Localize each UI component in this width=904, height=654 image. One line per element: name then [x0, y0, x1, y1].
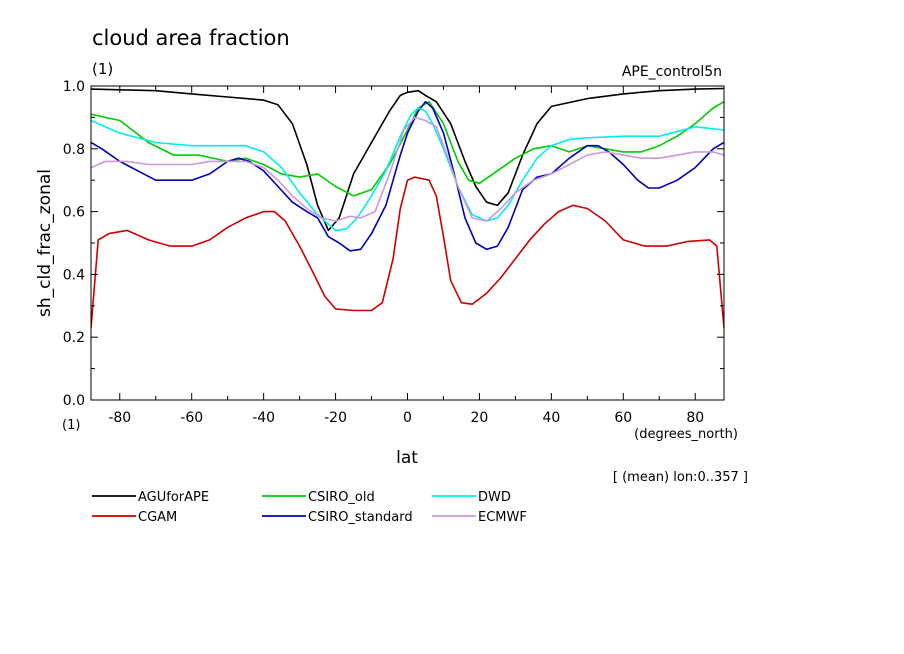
y-axis-units: (1) — [62, 418, 80, 433]
x-axis-units: (degrees_north) — [634, 427, 738, 442]
x-axis-label: lat — [396, 448, 418, 468]
chart-title: cloud area fraction — [92, 26, 290, 50]
series-line-cgam — [91, 176, 724, 328]
y-tick-label: 0.0 — [63, 393, 85, 409]
legend-label-csiro-standard: CSIRO_standard — [308, 510, 413, 525]
legend-label-dwd: DWD — [478, 490, 511, 505]
series-line-csiro-standard — [91, 100, 724, 252]
averaging-note: [ (mean) lon:0..357 ] — [613, 470, 748, 485]
x-tick-label: -80 — [108, 410, 131, 426]
x-tick-label: -60 — [180, 410, 203, 426]
x-tick-label: 40 — [542, 410, 560, 426]
legend-label-cgam: CGAM — [138, 510, 177, 525]
legend: AGUforAPE CGAM CSIRO_old CSIRO_standard DWD E… — [92, 490, 527, 525]
x-tick-label: 60 — [614, 410, 632, 426]
y-tick-label: 0.6 — [63, 205, 85, 221]
y-ticks: 0.0 0.2 0.4 0.6 0.8 1.0 — [63, 79, 724, 409]
x-ticks: -80 -60 -40 -20 0 20 40 60 80 — [108, 86, 704, 426]
series-layer — [91, 87, 724, 328]
x-tick-label: -20 — [324, 410, 347, 426]
title-units: (1) — [92, 60, 113, 78]
legend-label-csiro-old: CSIRO_old — [308, 490, 375, 505]
series-line-dwd — [91, 107, 724, 232]
legend-label-aguforape: AGUforAPE — [138, 490, 209, 505]
legend-label-ecmwf: ECMWF — [478, 510, 527, 525]
y-tick-label: 1.0 — [63, 79, 85, 95]
series-line-ecmwf — [91, 116, 724, 222]
x-tick-label: 80 — [686, 410, 704, 426]
plot-area: -80 -60 -40 -20 0 20 40 60 80 0.0 0.2 0.4 0.6 0.8 1.0 — [63, 79, 725, 426]
experiment-label: APE_control5n — [622, 64, 722, 80]
x-tick-label: 20 — [471, 410, 489, 426]
x-tick-label: -40 — [252, 410, 275, 426]
y-tick-label: 0.2 — [63, 330, 85, 346]
x-tick-label: 0 — [403, 410, 412, 426]
y-axis-label: sh_cld_frac_zonal — [35, 169, 55, 317]
y-tick-label: 0.8 — [63, 142, 85, 158]
series-line-aguforape — [91, 87, 724, 232]
y-tick-label: 0.4 — [63, 267, 85, 283]
